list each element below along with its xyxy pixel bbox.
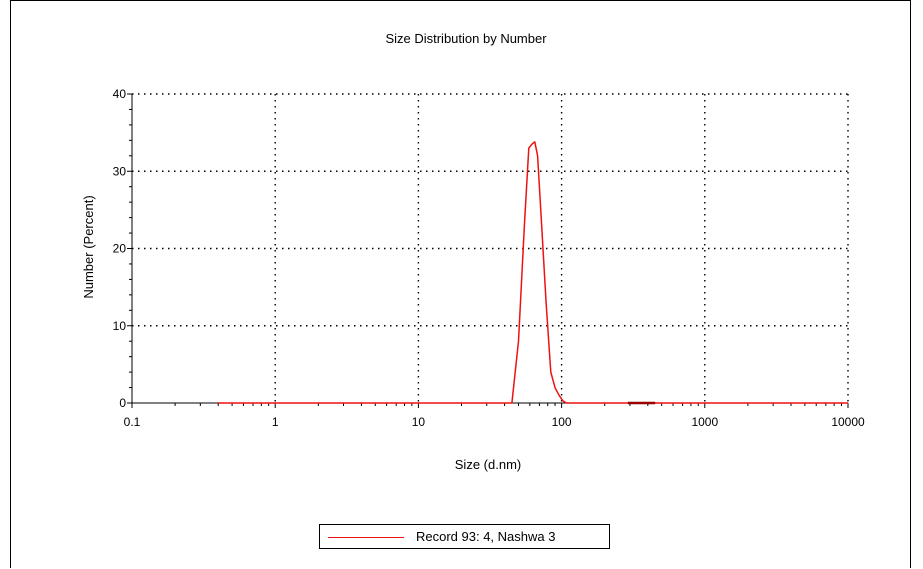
axes — [127, 93, 849, 408]
chart-title: Size Distribution by Number — [385, 31, 547, 46]
y-axis-label: Number (Percent) — [81, 195, 96, 298]
y-tick-label: 0 — [119, 396, 126, 410]
y-tick-label: 20 — [113, 242, 127, 256]
legend: Record 93: 4, Nashwa 3 — [319, 524, 610, 549]
legend-label: Record 93: 4, Nashwa 3 — [416, 529, 556, 544]
x-tick-label: 10000 — [831, 415, 865, 429]
series-lines — [218, 141, 848, 405]
tick-labels: 0 10 20 30 40 0.1 1 10 100 1000 10000 — [113, 87, 865, 429]
x-tick-label: 1 — [272, 415, 279, 429]
series-line — [218, 141, 848, 404]
y-tick-label: 30 — [113, 164, 127, 178]
x-tick-label: 0.1 — [124, 415, 141, 429]
y-tick-label: 10 — [113, 319, 127, 333]
x-tick-label: 1000 — [691, 415, 718, 429]
x-tick-label: 10 — [412, 415, 426, 429]
legend-swatch — [328, 537, 404, 538]
y-tick-label: 40 — [113, 87, 127, 101]
x-axis-label: Size (d.nm) — [455, 457, 521, 472]
grid-lines — [132, 93, 849, 403]
chart-frame — [10, 0, 911, 568]
x-tick-label: 100 — [552, 415, 572, 429]
